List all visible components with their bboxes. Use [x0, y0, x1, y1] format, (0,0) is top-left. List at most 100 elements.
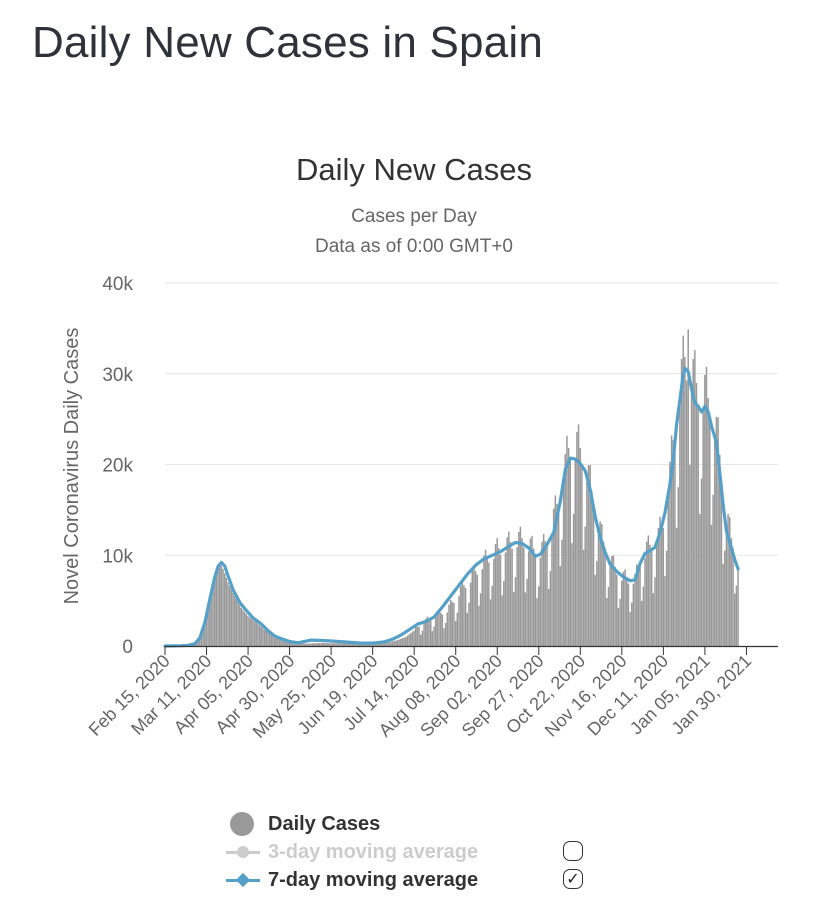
bar	[504, 552, 507, 646]
bar	[348, 643, 351, 646]
bar	[702, 407, 704, 646]
bar	[403, 637, 405, 646]
bar	[712, 494, 714, 646]
bar	[503, 581, 505, 646]
bar	[609, 564, 611, 646]
bar	[242, 609, 244, 646]
bar	[313, 643, 316, 646]
bar	[365, 643, 367, 646]
y-tick-label: 0	[122, 637, 133, 658]
bar	[350, 643, 352, 646]
seven-day-average-line	[163, 366, 740, 648]
legend-item-7-day-average[interactable]: 7-day moving average ✓	[226, 866, 606, 894]
bar	[616, 574, 618, 646]
bar	[378, 642, 380, 646]
chart-subtitle-line2: Data as of 0:00 GMT+0	[315, 236, 513, 257]
bar	[506, 537, 508, 646]
bar	[728, 517, 731, 646]
bar	[401, 638, 404, 646]
bar	[302, 643, 304, 646]
bar	[448, 604, 450, 646]
bar	[439, 612, 442, 646]
bar	[323, 643, 326, 646]
bar	[451, 602, 454, 646]
bar	[212, 585, 214, 646]
bar	[449, 600, 452, 646]
bar	[431, 631, 434, 646]
bar	[227, 582, 229, 646]
bar	[383, 642, 385, 646]
bar	[519, 526, 522, 646]
bar	[484, 549, 487, 646]
bar	[461, 581, 464, 646]
bar	[552, 508, 555, 646]
bar	[612, 555, 615, 646]
bar	[200, 632, 203, 646]
bar	[694, 350, 696, 646]
bar	[614, 566, 616, 646]
bar	[624, 569, 626, 646]
bar	[468, 602, 470, 646]
bar	[659, 516, 661, 646]
bar	[705, 366, 708, 646]
bar	[521, 538, 523, 646]
y-axis-label: Novel Coronavirus Daily Cases	[61, 328, 83, 605]
bar	[596, 560, 598, 646]
bar	[406, 635, 409, 646]
bar	[689, 464, 691, 646]
bar	[625, 577, 628, 646]
bar	[579, 448, 581, 646]
legend-item-daily-cases[interactable]: Daily Cases	[226, 810, 606, 838]
legend-item-3-day-average[interactable]: 3-day moving average	[226, 838, 606, 866]
bar	[230, 589, 233, 646]
bar	[537, 586, 540, 646]
bar	[644, 558, 646, 646]
y-axis-ticks: 0 10k 20k 30k 40k	[102, 274, 133, 658]
bar	[469, 582, 472, 646]
bar	[532, 548, 535, 646]
bar	[340, 643, 342, 646]
bar	[265, 630, 268, 646]
bar	[599, 521, 601, 646]
bar	[298, 643, 301, 646]
bar	[360, 643, 362, 646]
bar	[700, 478, 703, 646]
bar	[594, 575, 596, 646]
bar	[312, 643, 314, 646]
bar	[577, 424, 580, 646]
bar	[650, 551, 653, 646]
legend-label-7-day-average: 7-day moving average	[268, 868, 479, 891]
bar	[268, 632, 271, 646]
y-tick-label: 30k	[102, 365, 133, 386]
bar	[709, 420, 711, 646]
bar	[270, 634, 272, 646]
bar	[235, 599, 238, 646]
bar	[232, 592, 234, 646]
bar	[674, 443, 676, 646]
bar	[584, 526, 586, 646]
bar	[481, 569, 483, 646]
bar	[717, 417, 719, 646]
bar	[551, 532, 553, 646]
bar	[707, 398, 709, 646]
bar	[486, 557, 488, 646]
bar	[351, 643, 354, 646]
toggle-3-day-average-checkbox[interactable]	[563, 841, 583, 861]
y-tick-label: 20k	[102, 456, 133, 477]
bar	[441, 614, 444, 646]
bar	[260, 626, 263, 646]
bar	[670, 435, 673, 646]
bar	[647, 535, 650, 646]
bar	[549, 571, 552, 646]
bar	[202, 626, 204, 646]
bar	[498, 548, 500, 646]
chart-title: Daily New Cases	[296, 152, 532, 187]
bar	[215, 573, 218, 646]
bar	[459, 586, 462, 646]
bar	[410, 633, 412, 646]
bar	[391, 641, 394, 646]
circle-marker-icon	[230, 812, 254, 836]
bar	[456, 612, 459, 646]
toggle-7-day-average-checkbox[interactable]: ✓	[563, 869, 583, 889]
